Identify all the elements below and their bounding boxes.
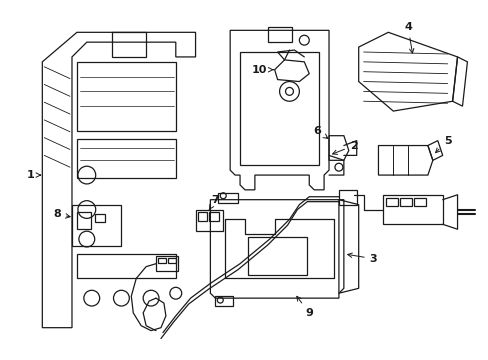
Text: 7: 7 [209, 195, 219, 210]
Text: 10: 10 [252, 65, 273, 75]
Text: 4: 4 [404, 22, 413, 53]
Text: 1: 1 [26, 170, 41, 180]
Text: 2: 2 [332, 140, 357, 154]
Text: 5: 5 [435, 136, 450, 153]
Text: 8: 8 [53, 210, 70, 220]
Text: 6: 6 [313, 126, 327, 138]
Text: 9: 9 [296, 296, 312, 318]
Text: 3: 3 [347, 253, 377, 264]
